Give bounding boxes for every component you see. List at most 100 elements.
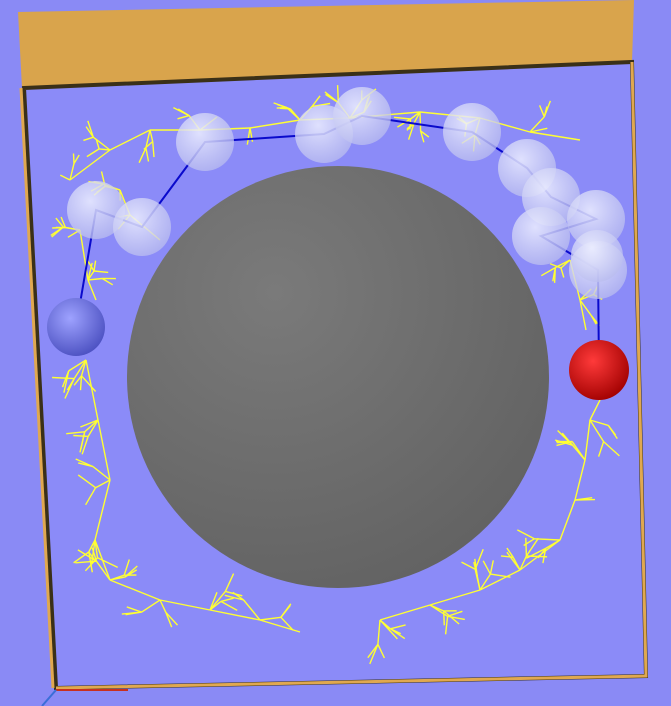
tree-edge <box>447 610 463 617</box>
tree-edge <box>280 616 294 631</box>
tree-edge <box>474 549 484 570</box>
tree-edge <box>209 592 218 611</box>
tree-edge <box>84 487 97 506</box>
tree-edge <box>220 597 234 603</box>
tree-edge <box>324 91 339 104</box>
tree-edge <box>379 619 398 640</box>
tree-edge <box>87 120 94 138</box>
tree-edge <box>554 259 571 269</box>
tree-edge <box>413 111 421 124</box>
tree-edge <box>177 114 190 120</box>
tree-edge <box>68 359 87 372</box>
tree-edge <box>73 154 80 164</box>
tree-edge <box>553 267 556 283</box>
tree-edge <box>506 547 514 558</box>
tree-edge <box>165 612 173 628</box>
tree-edge <box>280 603 292 618</box>
tree-edge <box>589 419 609 427</box>
tree-edge <box>529 131 581 141</box>
tree-edge <box>589 399 601 421</box>
tree-edge <box>367 643 379 659</box>
tree-edge <box>85 359 99 421</box>
waypoint-sphere <box>567 190 625 248</box>
tree-edge <box>369 644 379 665</box>
tree-edge <box>525 537 539 557</box>
tree-edge <box>220 600 238 612</box>
tree-edge <box>525 537 528 557</box>
waypoint-sphere <box>67 181 125 239</box>
tree-edge <box>419 111 422 132</box>
tree-edge <box>390 624 406 630</box>
goal-sphere <box>569 340 629 400</box>
waypoint-sphere <box>571 230 623 282</box>
tree-edge <box>529 127 548 133</box>
tree-edge <box>243 599 261 621</box>
tree-edge <box>50 226 64 236</box>
tree-edge <box>259 619 301 633</box>
tree-edge <box>209 609 261 621</box>
tree-edge <box>93 260 97 272</box>
tree-edge <box>173 106 190 117</box>
tree-edge <box>377 619 381 645</box>
tree-edge <box>537 547 547 559</box>
tree-edge <box>249 119 301 129</box>
tree-edge <box>73 434 89 438</box>
tree-edge <box>259 616 281 621</box>
tree-edge <box>579 299 592 316</box>
tree-edge <box>209 590 226 611</box>
tree-edge <box>560 267 565 278</box>
tree-edge <box>77 549 97 562</box>
tree-edge <box>124 569 138 578</box>
tree-edge <box>559 499 576 541</box>
tree-edge <box>88 539 96 553</box>
tree-edge <box>123 559 130 576</box>
tree-edge <box>83 136 94 142</box>
tree-edge <box>92 466 111 481</box>
tree-edge <box>393 116 411 120</box>
tree-edge <box>86 148 100 158</box>
tree-edge <box>476 576 481 591</box>
tree-edge <box>97 419 111 481</box>
waypoint-sphere <box>176 113 234 171</box>
tree-edge <box>603 441 620 457</box>
tree-edge <box>152 141 155 158</box>
tree-edge <box>224 573 235 592</box>
tree-edge <box>59 174 71 181</box>
tree-edge <box>87 260 95 272</box>
tree-edge <box>479 573 491 591</box>
tree-edge <box>584 419 591 461</box>
tree-edge <box>80 419 99 428</box>
tree-edge <box>66 431 85 435</box>
tree-edge <box>286 106 301 121</box>
tree-edge <box>101 277 114 286</box>
tree-edge <box>429 604 448 617</box>
tree-edge <box>525 547 547 559</box>
tree-edge <box>534 538 561 541</box>
tree-edge <box>80 431 86 450</box>
axis-y-marker <box>41 689 57 706</box>
tree-edge <box>523 538 535 547</box>
tree-edge <box>73 375 83 386</box>
tree-edge <box>429 589 481 606</box>
tree-edge <box>91 547 98 562</box>
tree-edge <box>479 569 521 591</box>
tree-edge <box>607 424 617 436</box>
tree-edge <box>379 604 431 621</box>
tree-edge <box>69 149 111 181</box>
tree-edge <box>145 147 150 162</box>
tree-edge <box>159 599 167 613</box>
tree-edge <box>549 262 562 269</box>
tree-edge <box>506 551 521 571</box>
tree-edge <box>410 111 421 120</box>
tree-edge <box>109 579 161 601</box>
tree-edge <box>109 574 125 581</box>
tree-edge <box>75 458 94 468</box>
tree-edge <box>589 419 605 442</box>
tree-edge <box>64 378 75 399</box>
tree-edge <box>474 558 478 577</box>
tree-edge <box>529 116 545 133</box>
tree-edge <box>490 573 511 578</box>
obstacle-sphere <box>127 166 549 588</box>
tree-edge <box>420 130 430 138</box>
